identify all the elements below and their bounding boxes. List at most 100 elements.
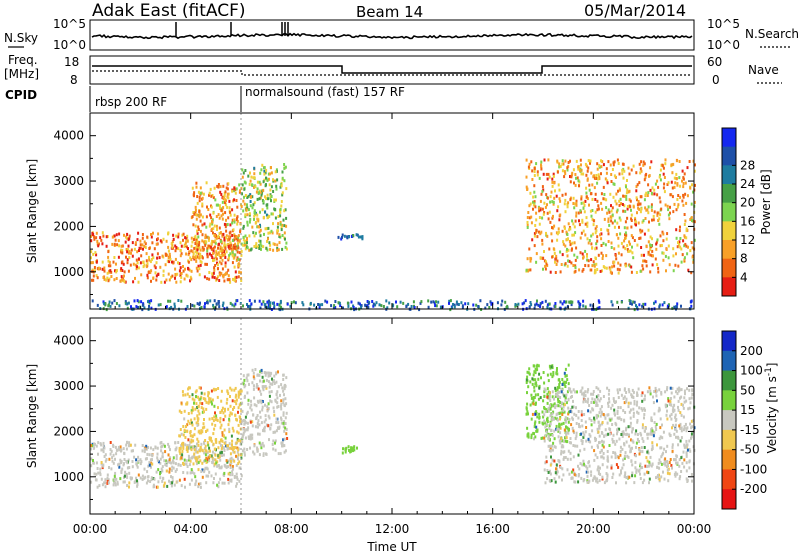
echo-cell [534,378,537,382]
echo-cell [268,241,271,245]
echo-cell [284,383,286,387]
echo-cell [662,430,665,434]
echo-cell [559,213,562,217]
echo-cell [626,179,628,182]
echo-cell [582,201,585,205]
echo-cell [249,437,252,441]
echo-cell [208,246,211,250]
x-tick-label: 08:00 [274,522,309,536]
echo-cell [238,270,241,274]
echo-cell [588,433,591,437]
y-tick-label: 1000 [53,470,84,484]
echo-cell [108,466,110,469]
echo-cell [196,406,199,409]
echo-cell [594,247,597,251]
echo-cell [595,225,598,229]
echo-cell [216,235,219,239]
echo-cell [182,461,184,465]
echo-cell [289,304,292,308]
echo-cell [566,378,569,382]
echo-cell [267,414,270,418]
echo-cell [232,218,235,222]
echo-cell [594,268,596,272]
echo-cell [596,397,599,401]
echo-cell [270,195,273,198]
echo-cell [244,383,247,387]
echo-cell [249,446,251,450]
echo-cell [241,192,243,196]
echo-cell [123,270,126,274]
echo-cell [630,393,633,397]
echo-cell [681,461,684,465]
echo-cell [658,477,661,481]
echo-cell [204,453,207,457]
echo-cell [236,205,239,209]
echo-cell [602,440,605,444]
echo-cell [220,262,223,266]
echo-cell [636,437,639,441]
echo-cell [206,441,209,445]
echo-cell [575,431,578,435]
echo-cell [194,224,197,228]
echo-cell [279,185,282,189]
echo-cell [204,397,207,401]
echo-cell [668,217,671,221]
echo-cell [641,408,644,412]
echo-cell [672,254,675,258]
echo-cell [110,270,113,274]
echo-cell [578,223,581,227]
echo-cell [563,383,566,387]
echo-cell [165,253,167,257]
echo-cell [208,397,211,401]
echo-cell [679,475,682,479]
echo-cell [577,211,580,215]
echo-cell [558,165,561,169]
echo-cell [691,479,693,483]
echo-cell [631,430,633,434]
echo-cell [239,389,242,393]
echo-cell [560,263,563,266]
echo-cell [199,186,202,190]
echo-cell [665,269,667,273]
echo-cell [535,381,538,385]
echo-cell [569,395,572,399]
echo-cell [560,452,563,456]
echo-cell [274,439,277,443]
echo-cell [285,411,288,415]
echo-cell [246,391,249,395]
cpid-segment-1: rbsp 200 RF [95,95,167,109]
echo-cell [128,466,131,469]
echo-cell [109,441,112,444]
echo-cell [580,172,583,176]
echo-cell [536,173,539,177]
echo-cell [691,389,694,393]
colorbar-tick-label: 50 [740,383,755,397]
echo-cell [212,249,215,253]
colorbar-tick-label: -200 [740,482,767,496]
echo-cell [532,195,535,199]
echo-cell [675,252,677,256]
echo-cell [556,470,559,474]
echo-cell [627,425,630,429]
echo-cell [191,470,194,474]
echo-cell [612,472,615,476]
echo-cell [201,239,204,243]
echo-cell [229,411,232,415]
echo-cell [669,399,672,403]
echo-cell [666,388,668,392]
echo-cell [620,393,623,397]
echo-cell [559,441,562,445]
noise-panel-frame [89,19,695,51]
echo-cell [269,374,272,377]
echo-cell [641,423,644,427]
echo-cell [551,375,554,379]
echo-cell [546,305,549,309]
echo-cell [659,460,662,464]
echo-cell [575,176,577,180]
echo-cell [253,234,256,238]
echo-cell [134,263,137,267]
echo-cell [205,407,208,411]
echo-cell [598,164,601,168]
colorbar-segment [722,390,736,411]
echo-cell [218,226,221,230]
